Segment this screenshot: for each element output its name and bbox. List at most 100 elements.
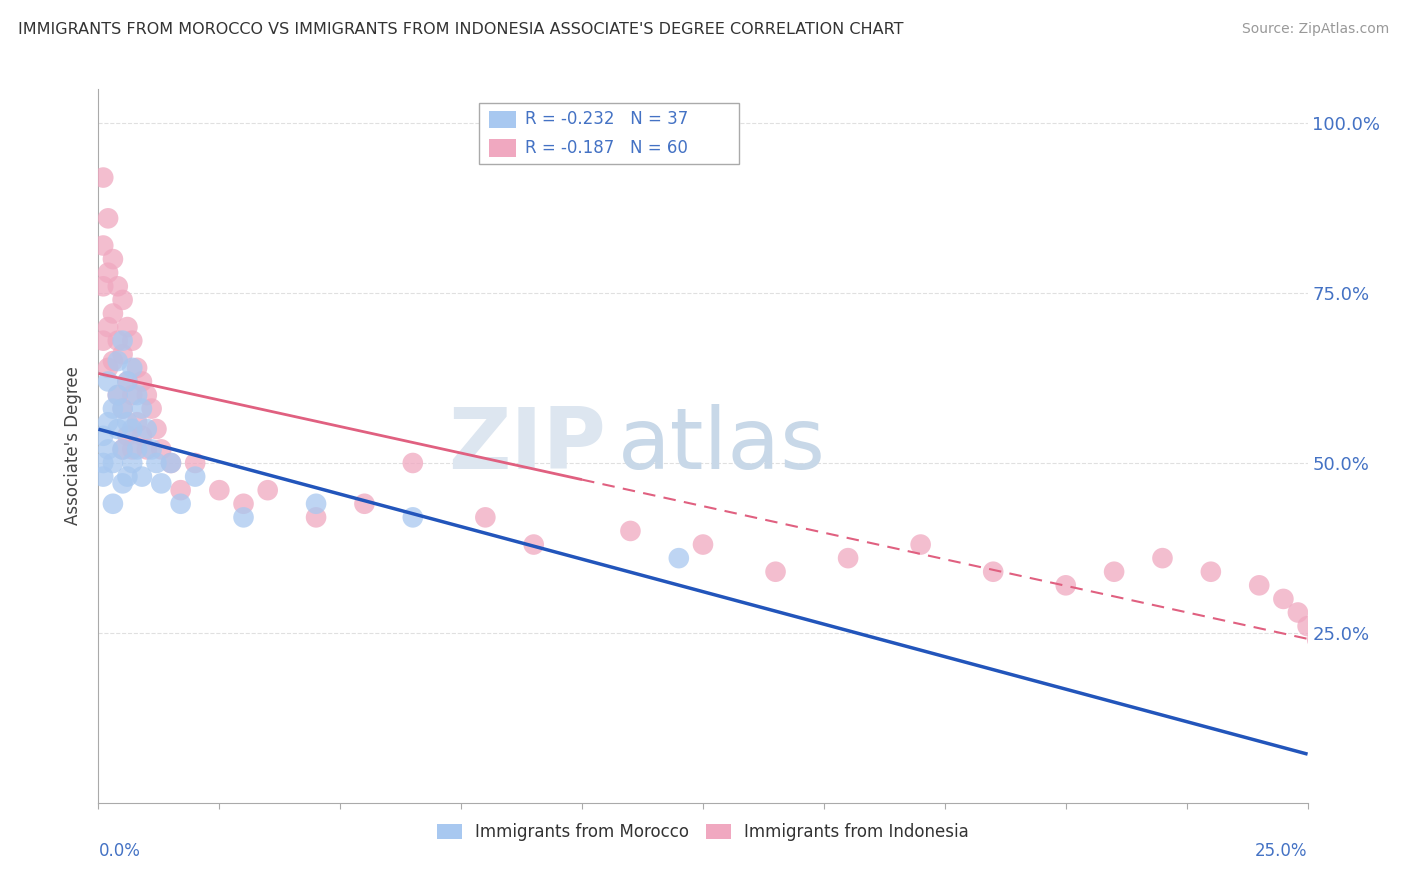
Point [135, 422, 157, 436]
Point [117, 375, 139, 389]
Point [232, 497, 254, 511]
Point [121, 422, 143, 436]
Point [107, 388, 129, 402]
Point [127, 415, 149, 429]
Point [91, 279, 114, 293]
Point [111, 442, 134, 457]
Point [305, 510, 328, 524]
Point [1199, 565, 1222, 579]
Point [1320, 646, 1343, 660]
Point [107, 279, 129, 293]
Point [107, 422, 129, 436]
Point [91, 334, 114, 348]
Point [111, 442, 134, 457]
Point [127, 360, 149, 375]
Point [150, 442, 173, 457]
Point [111, 401, 134, 416]
Point [101, 252, 124, 266]
Point [91, 469, 114, 483]
Point [97, 442, 120, 457]
Point [97, 415, 120, 429]
Point [169, 497, 191, 511]
Point [121, 360, 143, 375]
Point [1102, 565, 1125, 579]
Point [91, 456, 114, 470]
Text: 25.0%: 25.0% [1256, 842, 1308, 860]
Point [692, 537, 714, 551]
Point [145, 422, 167, 436]
Point [121, 334, 143, 348]
Point [107, 388, 129, 402]
Point [127, 442, 149, 457]
Point [111, 476, 134, 491]
Point [131, 401, 153, 416]
Point [111, 401, 134, 416]
Point [117, 320, 139, 334]
Y-axis label: Associate's Degree: Associate's Degree [65, 367, 83, 525]
Point [91, 429, 114, 443]
Point [117, 375, 139, 389]
FancyBboxPatch shape [479, 103, 740, 164]
Point [765, 565, 787, 579]
Text: ZIP: ZIP [449, 404, 606, 488]
Point [127, 388, 149, 402]
Point [117, 429, 139, 443]
Point [232, 510, 254, 524]
Point [107, 354, 129, 368]
Text: R = -0.187   N = 60: R = -0.187 N = 60 [526, 139, 688, 157]
Point [668, 551, 690, 566]
Point [184, 456, 207, 470]
Point [131, 375, 153, 389]
Point [121, 442, 143, 457]
Point [101, 306, 124, 320]
Point [135, 442, 157, 457]
Bar [489, 111, 516, 128]
Point [160, 456, 183, 470]
Text: 0.0%: 0.0% [98, 842, 141, 860]
Point [97, 211, 120, 226]
Point [131, 429, 153, 443]
Point [981, 565, 1004, 579]
Point [101, 497, 124, 511]
Point [1152, 551, 1174, 566]
Point [184, 469, 207, 483]
Point [121, 388, 143, 402]
Text: Source: ZipAtlas.com: Source: ZipAtlas.com [1241, 22, 1389, 37]
Text: IMMIGRANTS FROM MOROCCO VS IMMIGRANTS FROM INDONESIA ASSOCIATE'S DEGREE CORRELAT: IMMIGRANTS FROM MOROCCO VS IMMIGRANTS FR… [18, 22, 904, 37]
Point [1286, 606, 1309, 620]
Point [97, 320, 120, 334]
Point [121, 456, 143, 470]
Point [97, 375, 120, 389]
Point [131, 469, 153, 483]
Point [111, 347, 134, 361]
Point [305, 497, 328, 511]
Point [97, 360, 120, 375]
Point [1249, 578, 1271, 592]
Point [523, 537, 546, 551]
Text: atlas: atlas [619, 404, 827, 488]
Point [97, 266, 120, 280]
Point [208, 483, 231, 498]
Point [141, 401, 163, 416]
Point [150, 476, 173, 491]
Point [117, 415, 139, 429]
Text: R = -0.232   N = 37: R = -0.232 N = 37 [526, 111, 689, 128]
Point [619, 524, 641, 538]
Point [135, 388, 157, 402]
Point [837, 551, 859, 566]
Point [256, 483, 278, 498]
Point [141, 442, 163, 457]
Point [111, 293, 134, 307]
Point [1054, 578, 1077, 592]
Legend: Immigrants from Morocco, Immigrants from Indonesia: Immigrants from Morocco, Immigrants from… [430, 817, 976, 848]
Point [353, 497, 375, 511]
Bar [489, 139, 516, 157]
Point [101, 354, 124, 368]
Point [160, 456, 183, 470]
Point [169, 483, 191, 498]
Point [111, 334, 134, 348]
Point [101, 401, 124, 416]
Point [910, 537, 932, 551]
Point [145, 456, 167, 470]
Point [91, 238, 114, 252]
